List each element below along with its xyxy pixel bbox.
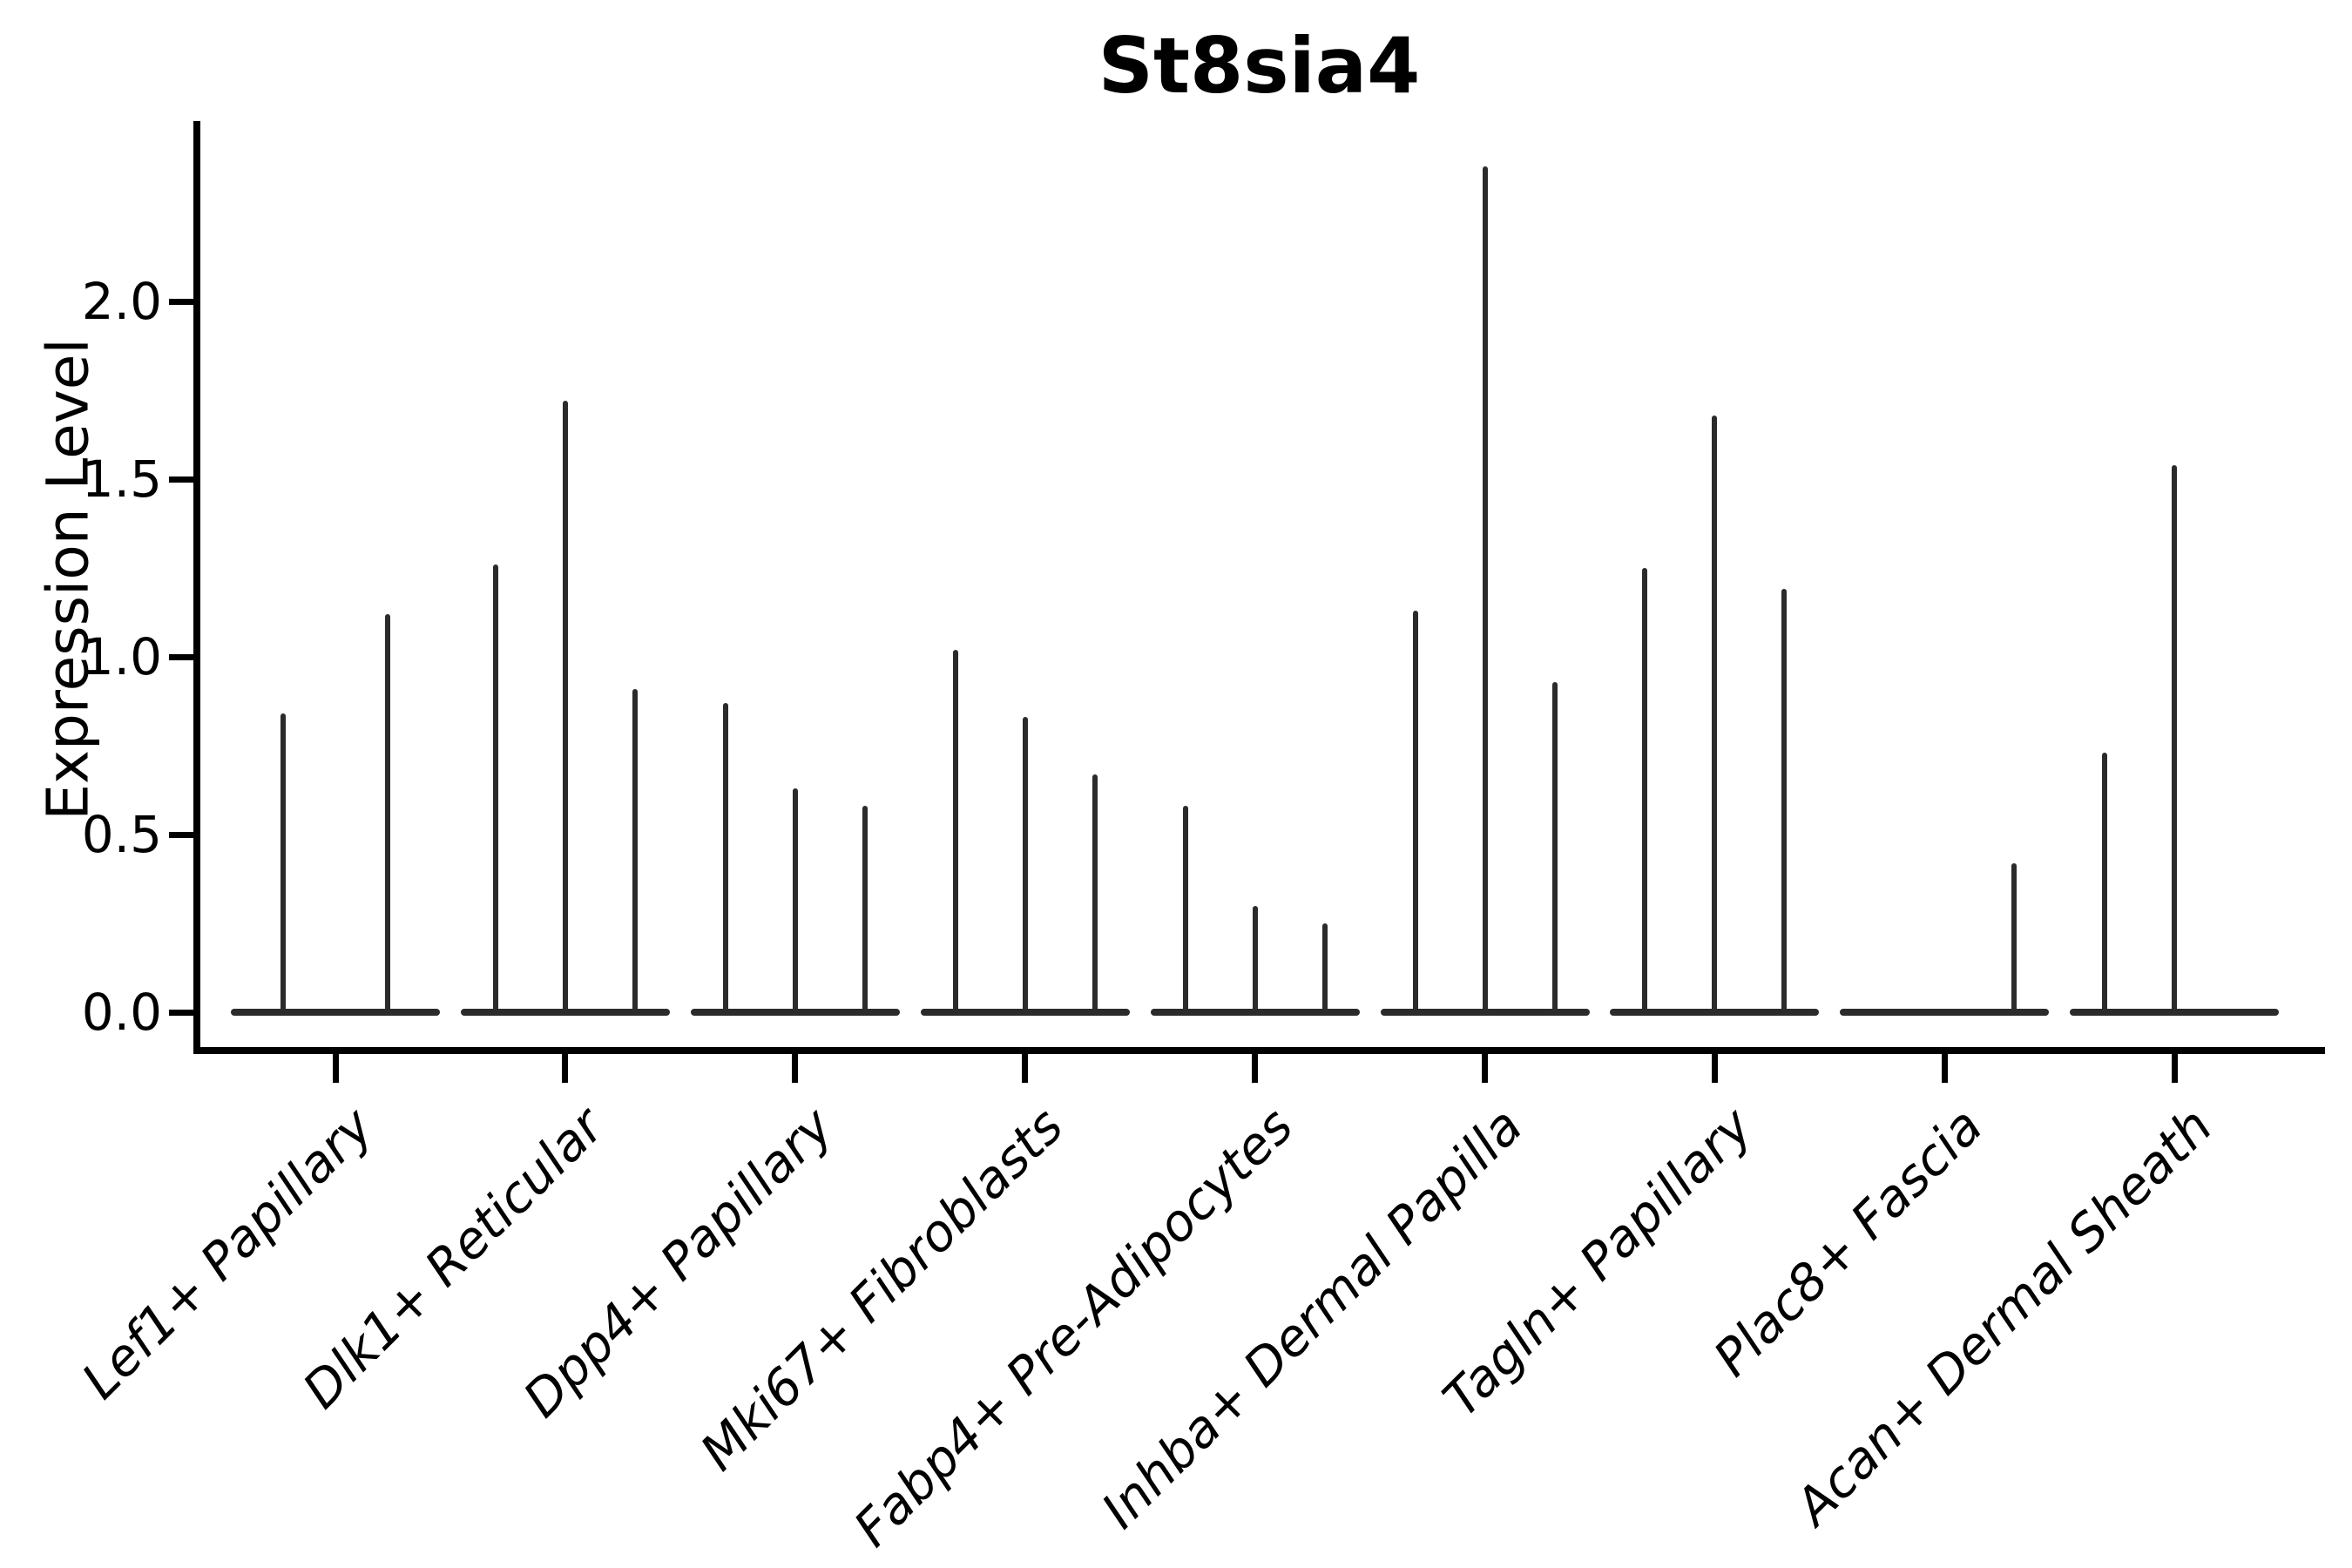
- violin-spike: [1412, 610, 1418, 1012]
- x-axis-tick: [332, 1054, 339, 1083]
- violin-baseline: [920, 1009, 1130, 1016]
- violin-baseline: [1150, 1009, 1360, 1016]
- violin-spike: [1252, 905, 1258, 1012]
- x-axis-tick: [1252, 1054, 1259, 1083]
- y-axis-tick: [169, 476, 193, 483]
- violin-spike: [1092, 774, 1098, 1012]
- y-axis-spine: [193, 121, 200, 1054]
- violin-spike: [2172, 464, 2178, 1012]
- violin-spike: [1482, 166, 1488, 1012]
- x-axis-tick: [2171, 1054, 2178, 1083]
- violin-spike: [1182, 806, 1188, 1012]
- x-tick-label: Inhba+ Dermal Papilla: [1090, 1096, 1535, 1540]
- y-tick-label: 0.5: [81, 805, 162, 864]
- violin-spike: [492, 564, 498, 1012]
- violin-baseline: [1840, 1009, 2050, 1016]
- violin-spike: [2102, 753, 2108, 1012]
- x-axis-spine: [193, 1047, 2325, 1054]
- violin-spike: [2011, 862, 2017, 1012]
- violin-baseline: [231, 1009, 440, 1016]
- y-axis-tick: [169, 653, 193, 660]
- x-axis-tick: [1711, 1054, 1718, 1083]
- violin-spike: [1781, 589, 1788, 1012]
- violin-spike: [1022, 717, 1028, 1012]
- y-tick-label: 1.0: [81, 627, 162, 686]
- x-tick-label: Fabp4+ Pre-Adipocytes: [842, 1096, 1305, 1558]
- violin-spike: [952, 649, 958, 1012]
- violin-baseline: [460, 1009, 670, 1016]
- y-tick-label: 2.0: [81, 272, 162, 331]
- x-axis-tick: [1022, 1054, 1029, 1083]
- violin-spike: [280, 713, 286, 1012]
- violin-spike: [632, 688, 638, 1012]
- x-axis-tick: [1941, 1054, 1948, 1083]
- violin-spike: [792, 787, 798, 1012]
- violin-spike: [1712, 415, 1718, 1012]
- violin-spike: [862, 806, 868, 1012]
- chart-title: St8sia4: [1098, 21, 1421, 111]
- x-tick-label: Acan+ Dermal Sheath: [1783, 1096, 2224, 1537]
- x-axis-tick: [792, 1054, 799, 1083]
- x-axis-tick: [1482, 1054, 1488, 1083]
- y-axis-tick: [169, 298, 193, 305]
- y-tick-label: 1.5: [81, 449, 162, 509]
- violin-baseline: [1380, 1009, 1590, 1016]
- violin-spike: [1642, 568, 1648, 1012]
- violin-spike: [1321, 923, 1328, 1012]
- violin-baseline: [2070, 1009, 2280, 1016]
- violin-baseline: [1610, 1009, 1820, 1016]
- violin-spike: [722, 703, 728, 1012]
- violin-baseline: [690, 1009, 900, 1016]
- y-axis-tick: [169, 1009, 193, 1016]
- violin-spike: [385, 614, 390, 1012]
- y-axis-tick: [169, 831, 193, 838]
- violin-spike: [1551, 681, 1558, 1012]
- y-axis-label: Expression Level: [34, 338, 102, 821]
- x-axis-tick: [562, 1054, 569, 1083]
- violin-spike: [562, 401, 568, 1012]
- y-tick-label: 0.0: [81, 983, 162, 1042]
